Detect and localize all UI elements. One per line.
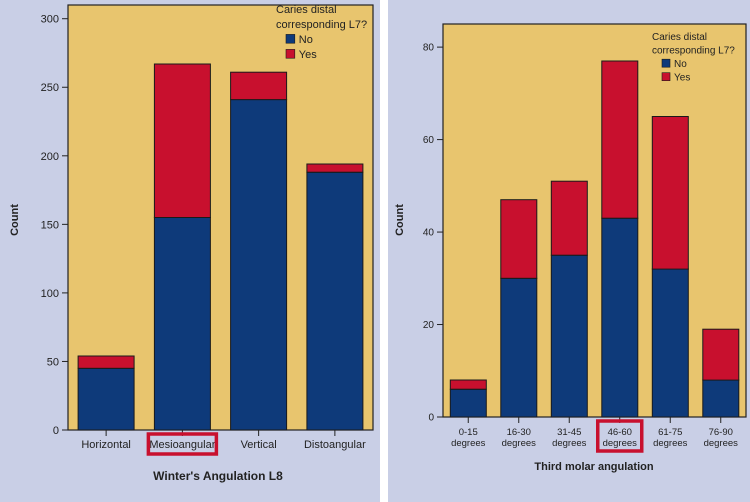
bar-46-60-degrees-no	[601, 217, 639, 418]
legend-swatch-yes	[661, 72, 671, 81]
legend-label-yes: Yes	[674, 73, 690, 84]
x-tick-label-46-60-degrees: 46-60 degrees	[603, 427, 638, 449]
y-tick-label: 100	[41, 288, 59, 300]
x-tick-label-horizontal: Horizontal	[81, 439, 131, 451]
bar-76-90-degrees-no	[702, 379, 740, 418]
bar-mesioangular-no	[153, 217, 211, 431]
bar-76-90-degrees-yes	[702, 328, 740, 381]
legend-label-no: No	[299, 34, 313, 46]
y-tick-label: 40	[423, 228, 435, 239]
bar-61-75-degrees-no	[651, 268, 689, 418]
x-axis-label: Winter's Angulation L8	[153, 469, 283, 483]
x-tick-label-vertical: Vertical	[241, 439, 277, 451]
bars	[77, 63, 364, 431]
x-tick-label-distoangular: Distoangular	[304, 439, 366, 451]
x-tick-label-mesioangular: Mesioangular	[149, 439, 215, 451]
y-tick-label: 20	[423, 320, 435, 331]
legend-swatch-no	[285, 34, 296, 44]
bar-distoangular-no	[306, 171, 364, 431]
bar-mesioangular-yes	[153, 63, 211, 218]
bar-61-75-degrees-yes	[651, 116, 689, 270]
bar-16-30-degrees-yes	[500, 199, 538, 279]
y-tick-label: 300	[41, 14, 59, 26]
bar-horizontal-no	[77, 367, 135, 431]
bar-distoangular-yes	[306, 163, 364, 173]
highlight-box	[596, 419, 644, 453]
y-tick-label: 200	[41, 151, 59, 163]
y-tick-label: 80	[423, 43, 435, 54]
y-tick-label: 0	[53, 425, 59, 437]
x-axis-label: Third molar angulation	[534, 461, 653, 473]
y-tick-label: 60	[423, 135, 435, 146]
bar-vertical-yes	[230, 71, 288, 101]
x-tick-label-16-30-degrees: 16-30 degrees	[502, 427, 537, 449]
bar-31-45-degrees-yes	[550, 180, 588, 256]
legend-swatch-yes	[285, 49, 296, 59]
bars	[449, 60, 740, 418]
x-tick-label-31-45-degrees: 31-45 degrees	[552, 427, 587, 449]
chart-winters-angulation: 0 50 100 150 200 250 300 Horizontal Mesioangula…	[0, 0, 380, 502]
bar-31-45-degrees-no	[550, 254, 588, 418]
legend: Caries distal corresponding L7? No Yes	[652, 32, 735, 84]
x-axis: Horizontal Mesioangular Vertical Distoangul…	[81, 430, 366, 451]
bar-horizontal-yes	[77, 355, 135, 369]
x-tick-label-61-75-degrees: 61-75 degrees	[653, 427, 688, 449]
x-tick-label-76-90-degrees: 76-90 degrees	[704, 427, 739, 449]
y-tick-label: 250	[41, 82, 59, 94]
bar-vertical-no	[230, 99, 288, 431]
bar-0-15-degrees-yes	[449, 379, 487, 390]
y-tick-label: 0	[428, 413, 434, 424]
y-axis-label: Count	[394, 204, 406, 236]
plot-area	[442, 23, 747, 418]
legend-title: Caries distal corresponding L7?	[652, 32, 735, 57]
y-tick-label: 150	[41, 219, 59, 231]
y-axis: 0 50 100 150 200 250 300	[41, 14, 68, 437]
legend-label-yes: Yes	[299, 49, 317, 61]
y-tick-label: 50	[47, 356, 59, 368]
x-tick-label-0-15-degrees: 0-15 degrees	[451, 427, 486, 449]
bar-46-60-degrees-yes	[601, 60, 639, 219]
bar-16-30-degrees-no	[500, 277, 538, 418]
legend-title: Caries distal corresponding L7?	[276, 4, 367, 31]
y-axis: 0 20 40 60 80	[423, 43, 443, 424]
highlight-box	[146, 432, 219, 456]
legend-label-no: No	[674, 59, 687, 70]
bar-0-15-degrees-no	[449, 388, 487, 418]
x-axis: 0-15 degrees 16-30 degrees 31-45 degrees 46-60…	[451, 417, 738, 449]
legend: Caries distal corresponding L7? No Yes	[276, 4, 367, 61]
y-axis-label: Count	[9, 204, 21, 236]
legend-swatch-no	[661, 58, 671, 68]
chart-third-molar-angulation: 0 20 40 60 80 0-15 degrees 16-30 degrees 31-45 de…	[388, 0, 750, 502]
